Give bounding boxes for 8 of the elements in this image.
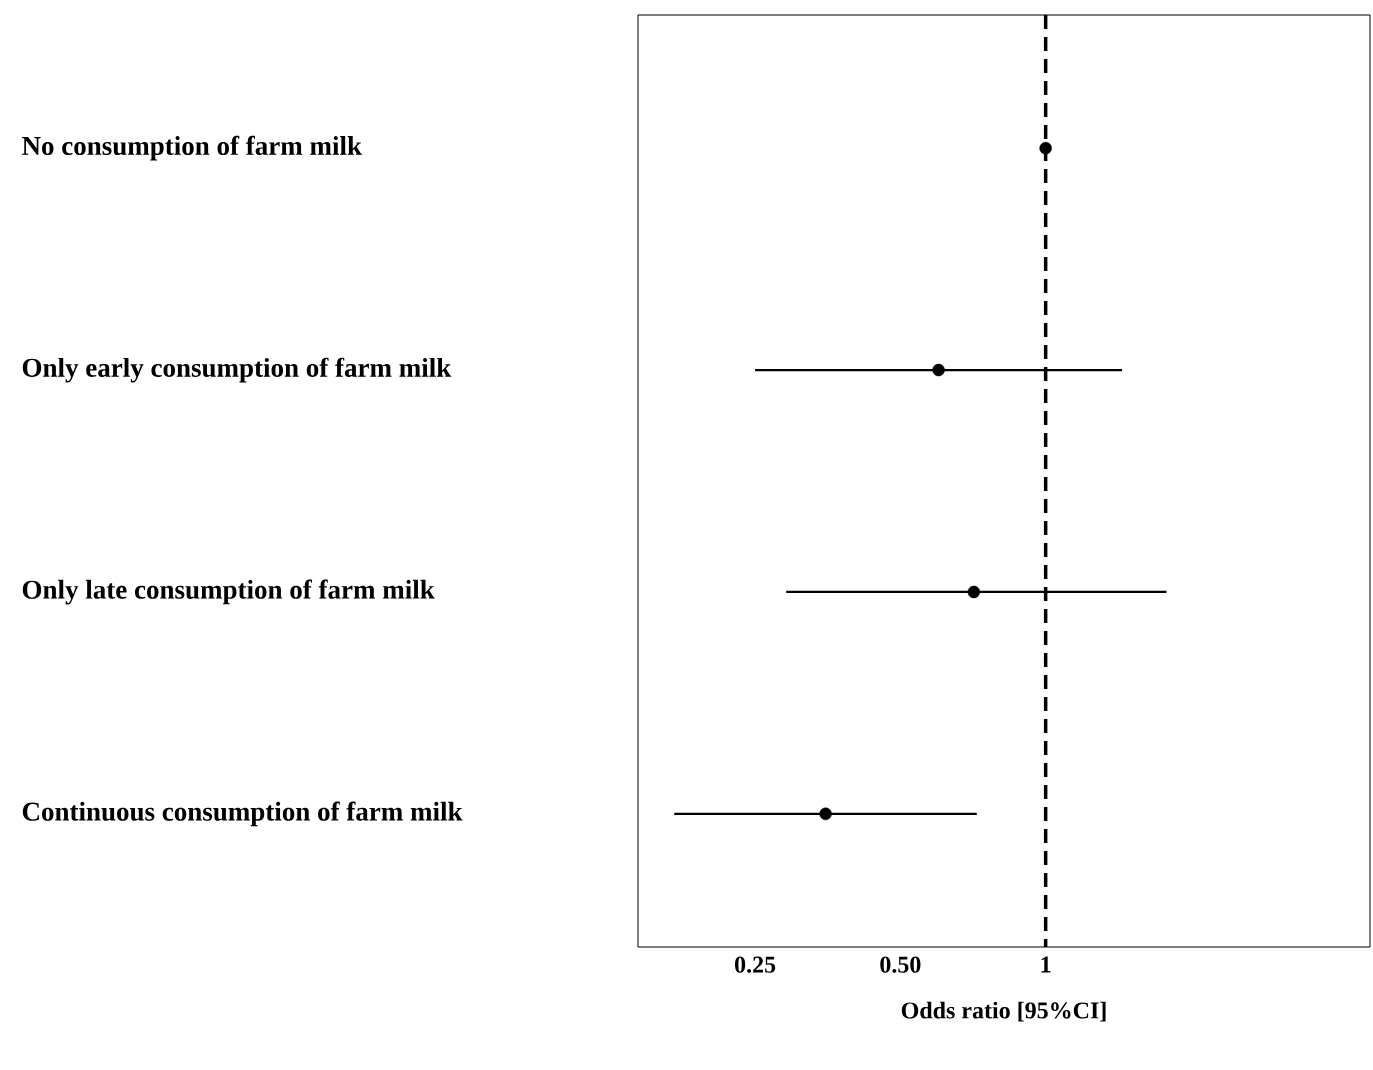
x-axis-title: Odds ratio [95%CI] <box>901 1001 1106 1022</box>
y-tick-label: Only early consumption of farm milk <box>22 357 452 383</box>
x-tick-label: 1 <box>1041 956 1051 973</box>
x-tick-label: 0.50 <box>880 956 921 973</box>
y-tick-label: Only late consumption of farm milk <box>22 579 435 605</box>
y-tick-label: No consumption of farm milk <box>22 135 362 161</box>
y-tick-label: Continuous consumption of farm milk <box>22 801 463 827</box>
x-tick-label: 0.25 <box>735 956 776 973</box>
